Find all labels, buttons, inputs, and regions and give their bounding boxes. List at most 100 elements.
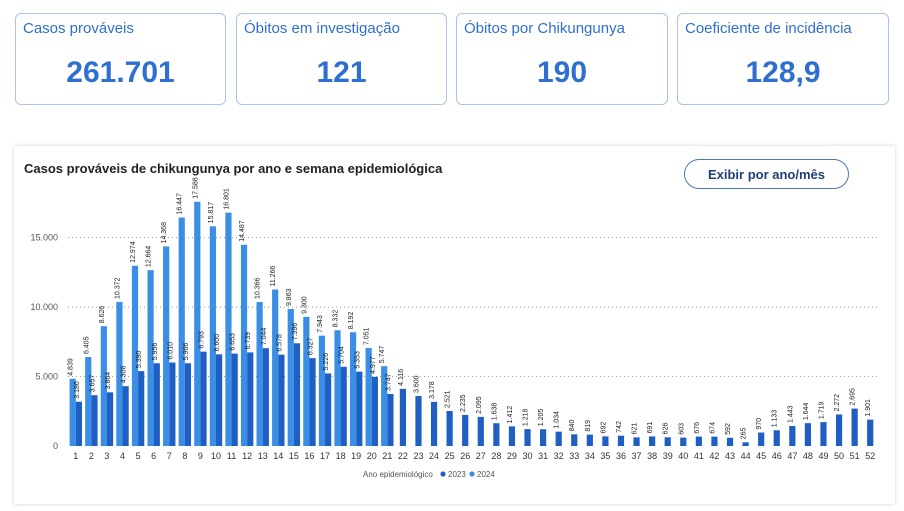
bar-2023	[293, 343, 301, 446]
bar-2023	[835, 414, 843, 446]
x-tick-label: 42	[709, 451, 719, 461]
x-tick-label: 47	[787, 451, 797, 461]
bar-2024	[256, 302, 263, 446]
data-label-2024: 9.863	[286, 288, 293, 306]
data-label-2023: 742	[616, 421, 623, 433]
card-obitos-chikungunya: Óbitos por Chikungunya 190	[456, 13, 668, 105]
bar-2024	[240, 244, 248, 446]
data-label-2023: 5.956	[152, 343, 159, 361]
data-label-2023: 3.864	[105, 372, 112, 390]
data-label-2023: 5.353	[354, 351, 361, 369]
bar-2023	[867, 419, 874, 446]
bar-2023	[851, 408, 858, 446]
data-label-2024: 8.332	[332, 310, 339, 328]
data-label-2024: 17.588	[192, 177, 199, 199]
x-tick-label: 37	[632, 451, 642, 461]
legend-label-2023: 2023	[448, 470, 466, 479]
data-label-2023: 1.443	[787, 405, 794, 423]
data-label-2023: 6.739	[245, 332, 252, 350]
legend-title: Ano epidemiológico	[363, 470, 433, 479]
chart-title: Casos prováveis de chikungunya por ano e…	[24, 161, 443, 176]
bar-2024	[100, 326, 107, 446]
data-label-2023: 626	[663, 423, 670, 435]
data-label-2023: 7.044	[261, 328, 268, 346]
bar-2024	[147, 270, 154, 446]
x-tick-label: 21	[382, 451, 392, 461]
data-label-2023: 5.390	[136, 351, 143, 369]
bar-2023	[602, 436, 609, 446]
data-label-2023: 1.638	[491, 403, 498, 421]
x-tick-label: 13	[258, 451, 268, 461]
view-by-month-button[interactable]: Exibir por ano/mês	[684, 159, 849, 189]
data-label-2024: 7.051	[364, 327, 371, 345]
x-tick-label: 25	[445, 451, 455, 461]
bar-2024	[381, 366, 388, 446]
bar-2024	[194, 201, 201, 446]
bar-2024	[365, 348, 372, 446]
data-label-2023: 1.205	[538, 409, 545, 427]
bar-2023	[278, 354, 285, 446]
bar-2023	[138, 371, 145, 446]
bar-2023	[262, 348, 269, 446]
bar-2023	[325, 373, 332, 446]
card-value: 128,9	[745, 56, 821, 89]
card-coeficiente-incidencia: Coeficiente de incidência 128,9	[677, 13, 889, 105]
data-label-2023: 676	[694, 422, 701, 434]
card-obitos-investigacao: Óbitos em investigação 121	[236, 13, 447, 105]
x-tick-label: 29	[507, 451, 517, 461]
bar-2023	[664, 437, 671, 446]
data-label-2023: 6.010	[167, 342, 174, 360]
x-tick-label: 44	[741, 451, 751, 461]
data-label-2023: 1.644	[803, 403, 810, 421]
bar-2023	[617, 435, 625, 446]
bar-2024	[85, 357, 92, 446]
chart-panel: 0 5.000 10.000 15.000 4.839 3.186 1 6.405 3.657 2…	[14, 146, 895, 504]
x-tick-label: 8	[182, 451, 187, 461]
data-label-2024: 7.943	[317, 315, 324, 333]
bar-2023	[153, 363, 160, 446]
bar-2023	[247, 352, 254, 446]
y-tick-label: 15.000	[30, 233, 58, 243]
data-label-2024: 8.626	[99, 306, 106, 324]
data-label-2023: 603	[678, 423, 685, 435]
x-tick-label: 39	[663, 451, 673, 461]
card-title: Casos prováveis	[23, 20, 134, 37]
data-label-2024: 14.368	[161, 222, 168, 244]
bar-2024	[272, 289, 279, 446]
bar-2023	[633, 437, 640, 446]
x-tick-label: 46	[772, 451, 782, 461]
bar-2024	[116, 301, 123, 446]
bar-2023	[820, 422, 827, 446]
data-label-2023: 4.116	[398, 369, 405, 386]
legend-marker-2024	[469, 471, 475, 477]
data-label-2024: 15.817	[208, 202, 215, 224]
bar-2023	[711, 436, 718, 446]
card-title: Óbitos por Chikungunya	[464, 20, 625, 37]
data-label-2023: 1.719	[818, 402, 825, 420]
bar-2023	[524, 429, 531, 446]
bar-2024	[287, 309, 294, 446]
y-tick-label: 0	[53, 441, 58, 451]
data-label-2024: 12.664	[146, 246, 153, 268]
x-tick-label: 16	[304, 451, 314, 461]
data-label-2024: 14.487	[239, 220, 246, 242]
bar-2024	[303, 316, 310, 446]
data-label-2023: 6.653	[230, 333, 237, 351]
bar-2023	[571, 434, 578, 446]
x-tick-label: 10	[211, 451, 221, 461]
x-tick-label: 4	[120, 451, 125, 461]
x-tick-label: 19	[351, 451, 361, 461]
bar-2023	[415, 396, 422, 446]
bar-2023	[399, 388, 407, 446]
bar-2024	[131, 265, 139, 446]
data-label-2023: 819	[585, 420, 592, 432]
x-tick-label: 17	[320, 451, 330, 461]
bar-2024	[209, 226, 216, 446]
x-tick-label: 40	[678, 451, 688, 461]
x-tick-label: 24	[429, 451, 439, 461]
x-tick-label: 45	[756, 451, 766, 461]
x-tick-label: 15	[289, 451, 299, 461]
data-label-2023: 1.034	[554, 411, 561, 429]
card-casos-provaveis: Casos prováveis 261.701	[15, 13, 226, 105]
x-tick-label: 5	[136, 451, 141, 461]
